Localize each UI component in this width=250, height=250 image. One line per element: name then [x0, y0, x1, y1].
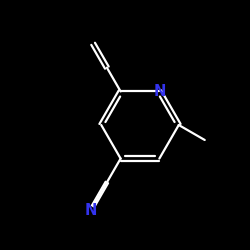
Text: N: N	[153, 84, 166, 99]
Text: N: N	[85, 202, 97, 218]
